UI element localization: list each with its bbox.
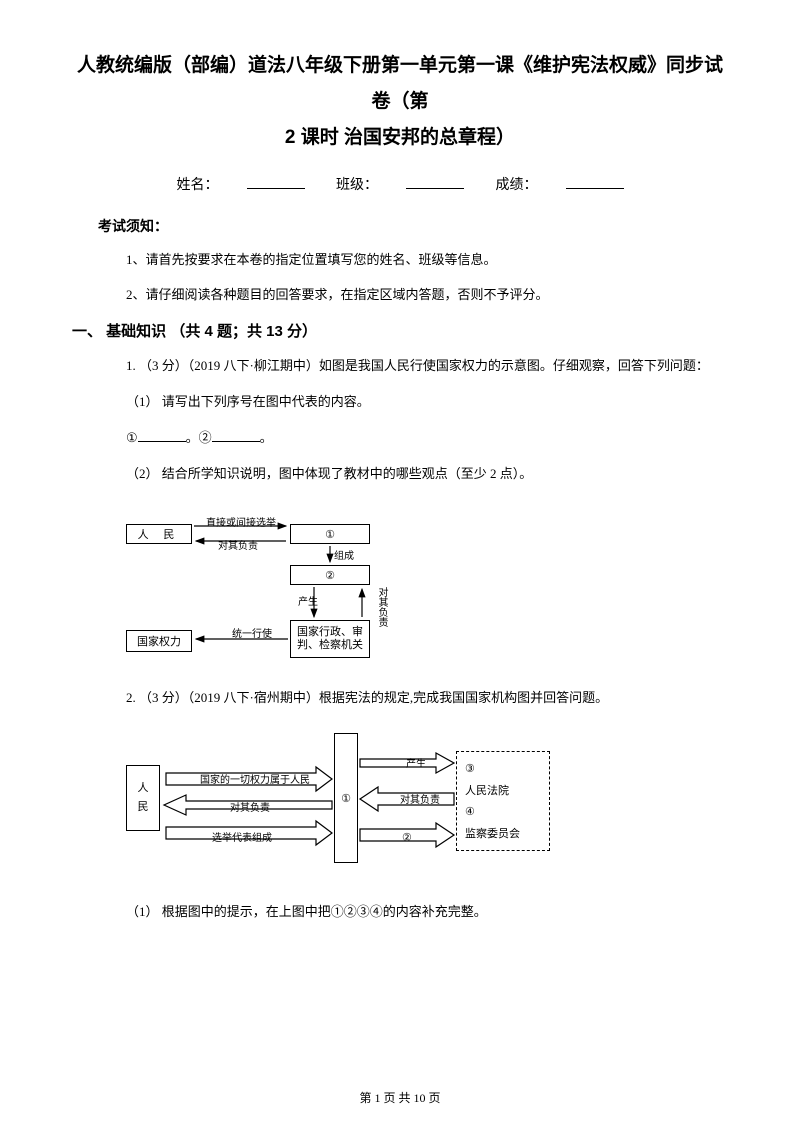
d2-right-l3: ④ [465, 805, 475, 818]
question-1: 1. （3 分）（2019 八下·柳江期中）如图是我国人民行使国家权力的示意图。… [72, 355, 728, 377]
class-label: 班级： [336, 178, 378, 193]
d1-box2: ② [290, 565, 370, 585]
d2-renmin-2: 民 [138, 798, 149, 818]
d1-label-resp: 对其负责 [218, 537, 258, 552]
q2-sub1: （1） 根据图中的提示，在上图中把①②③④的内容补充完整。 [72, 901, 728, 923]
section-header: 一、 基础知识 （共 4 题；共 13 分） [72, 320, 728, 341]
notice-title: 考试须知： [72, 216, 728, 236]
blank-1[interactable] [138, 430, 186, 442]
d2-label-respto: 对其负责 [400, 791, 440, 806]
d2-renmin-1: 人 [138, 779, 149, 799]
notice-item-2: 2、请仔细阅读各种题目的回答要求，在指定区域内答题，否则不予评分。 [72, 285, 728, 306]
info-row: 姓名： 班级： 成绩： [72, 174, 728, 194]
d2-label-resp: 对其负责 [230, 799, 270, 814]
q1-sub1: （1） 请写出下列序号在图中代表的内容。 [72, 391, 728, 413]
d2-right-l4: 监察委员会 [465, 825, 520, 841]
d1-box1: ① [290, 524, 370, 544]
score-label: 成绩： [496, 178, 538, 193]
name-label: 姓名： [177, 178, 219, 193]
score-blank[interactable] [566, 175, 624, 189]
d1-label-elect: 直接或间接选举 [206, 514, 276, 529]
blank-2[interactable] [212, 430, 260, 442]
d1-label-produce: 产生 [298, 593, 318, 608]
d1-label-respto: 对其负责 [376, 587, 387, 621]
d2-right-l1: ③ [465, 762, 475, 775]
d2-label-power: 国家的一切权力属于人民 [200, 771, 310, 786]
page-footer: 第 1 页 共 10 页 [0, 1089, 800, 1106]
d1-power: 国家权力 [126, 630, 192, 652]
title-line2: 2 课时 治国安邦的总章程） [285, 127, 515, 148]
d2-label-elect: 选举代表组成 [212, 829, 272, 844]
d1-label-compose: 组成 [334, 547, 354, 562]
d2-right: ③ 人民法院 ④ 监察委员会 [456, 751, 550, 851]
page-title: 人教统编版（部编）道法八年级下册第一单元第一课《维护宪法权威》同步试卷（第 2 … [72, 48, 728, 156]
d1-renmin: 人 民 [126, 524, 192, 544]
d2-renmin: 人 民 [126, 765, 160, 831]
q1-blanks: ①。②。 [72, 427, 728, 449]
d1-label-exercise: 统一行使 [232, 625, 272, 640]
title-line1: 人教统编版（部编）道法八年级下册第一单元第一课《维护宪法权威》同步试卷（第 [77, 55, 723, 112]
class-blank[interactable] [406, 175, 464, 189]
diagram-1: 人 民 ① ② 国家权力 国家行政、审判、检察机关 直接或间接选举 对其负责 组… [126, 499, 426, 671]
question-2: 2. （3 分）（2019 八下·宿州期中）根据宪法的规定,完成我国国家机构图并… [72, 687, 728, 709]
q1-sub2: （2） 结合所学知识说明，图中体现了教材中的哪些观点（至少 2 点）。 [72, 463, 728, 485]
d2-label-box2: ② [402, 831, 412, 844]
diagram-2: 人 民 ① ③ 人民法院 ④ 监察委员会 国家的一切权力属于人民 对其负责 选举… [126, 723, 556, 883]
name-blank[interactable] [247, 175, 305, 189]
d1-organs: 国家行政、审判、检察机关 [290, 620, 370, 658]
d2-box1: ① [334, 733, 358, 863]
d2-right-l2: 人民法院 [465, 782, 509, 798]
notice-item-1: 1、请首先按要求在本卷的指定位置填写您的姓名、班级等信息。 [72, 250, 728, 271]
d2-label-produce: 产生 [406, 755, 426, 770]
